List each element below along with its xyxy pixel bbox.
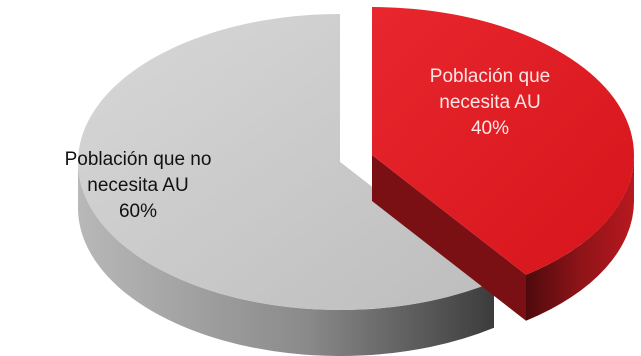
slice-necesita-au-label-line-1: Población que [430, 66, 550, 87]
slice-necesita-au [372, 7, 635, 321]
slice-necesita-au-top [372, 7, 635, 275]
slice-necesita-au-wall-1 [372, 155, 526, 321]
slice-necesita-au-label-line-3: 40% [471, 118, 509, 139]
slice-no-necesita-au-label-line-1: Población que no [65, 149, 212, 170]
slice-necesita-au-label-line-2: necesita AU [439, 92, 540, 113]
slice-necesita-au-label: Población que necesita AU 40% [430, 66, 550, 139]
slice-no-necesita-au-label-line-3: 60% [119, 201, 157, 222]
slice-necesita-au-side-0 [525, 155, 634, 321]
slice-no-necesita-au-label-line-2: necesita AU [87, 175, 188, 196]
slice-no-necesita-au-top [77, 14, 494, 310]
slice-no-necesita-au-label: Población que no necesita AU 60% [65, 149, 212, 222]
slice-no-necesita-au-side-0 [78, 162, 494, 356]
